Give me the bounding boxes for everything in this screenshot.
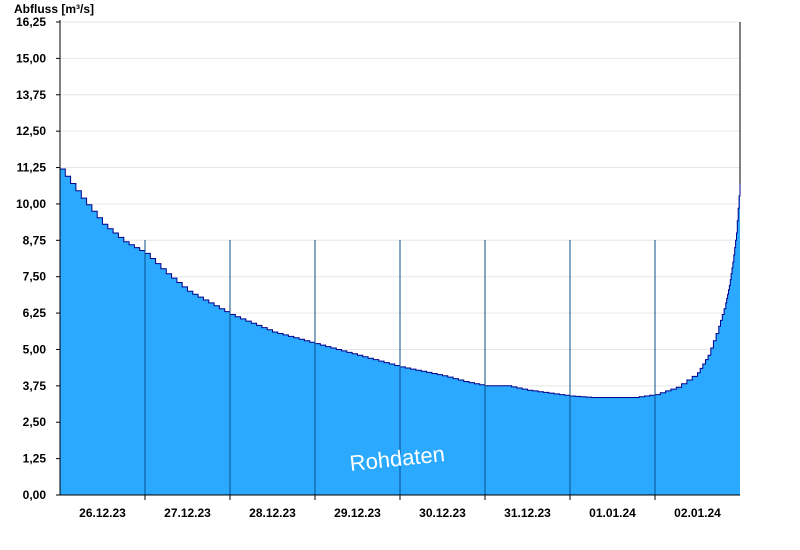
y-tick-label: 5,00 (23, 342, 47, 356)
y-tick-label: 1,25 (23, 452, 47, 466)
y-tick-label: 16,25 (16, 15, 46, 29)
x-tick-label: 30.12.23 (419, 506, 466, 520)
day-separators (144, 240, 656, 495)
y-tick-label: 6,25 (23, 306, 47, 320)
y-axis-label: Abfluss [m³/s] (14, 2, 94, 16)
y-tick-label: 10,00 (16, 197, 46, 211)
x-tick-label: 28.12.23 (249, 506, 296, 520)
discharge-line (60, 168, 741, 398)
y-tick-label: 2,50 (23, 415, 47, 429)
x-tick-label: 26.12.23 (79, 506, 126, 520)
y-tick-label: 7,50 (23, 270, 47, 284)
x-tick-label: 29.12.23 (334, 506, 381, 520)
y-tick-label: 15,00 (16, 51, 46, 65)
y-tick-label: 8,75 (23, 233, 47, 247)
x-tick-label: 31.12.23 (504, 506, 551, 520)
x-ticks: 26.12.23 27.12.23 28.12.23 29.12.23 30.12.23… (79, 495, 721, 520)
y-tick-label: 13,75 (16, 88, 46, 102)
y-ticks: 0,00 1,25 2,50 3,75 5,00 6,25 7,50 8,75 10,00 11,… (16, 15, 60, 502)
y-tick-label: 11,25 (17, 161, 47, 175)
y-tick-label: 3,75 (23, 379, 47, 393)
y-tick-label: 12,50 (16, 124, 46, 138)
x-tick-label: 27.12.23 (164, 506, 211, 520)
x-tick-label: 01.01.24 (589, 506, 636, 520)
y-tick-label: 0,00 (23, 488, 47, 502)
x-tick-label: 02.01.24 (674, 506, 721, 520)
